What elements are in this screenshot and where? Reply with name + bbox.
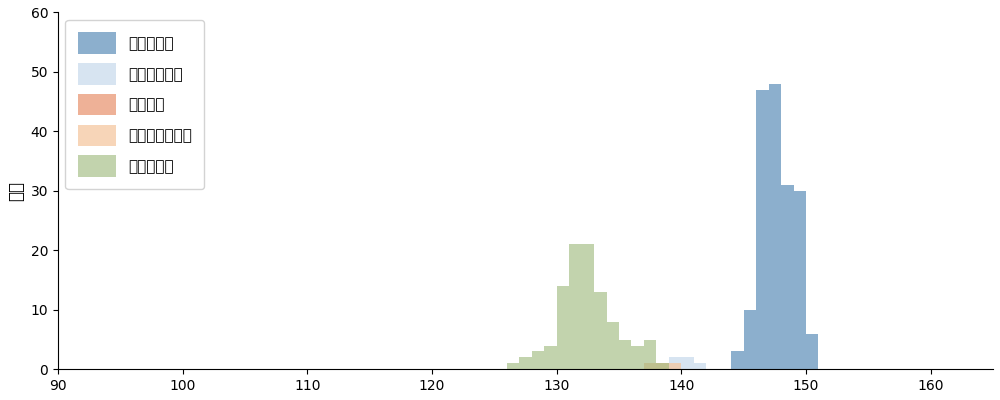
- Bar: [656, 363, 669, 369]
- Bar: [644, 363, 656, 369]
- Bar: [744, 310, 756, 369]
- Bar: [656, 363, 669, 369]
- Bar: [794, 191, 806, 369]
- Bar: [532, 352, 544, 369]
- Bar: [607, 322, 619, 369]
- Bar: [731, 352, 744, 369]
- Bar: [656, 363, 669, 369]
- Bar: [519, 358, 532, 369]
- Bar: [582, 244, 594, 369]
- Bar: [569, 244, 582, 369]
- Bar: [644, 340, 656, 369]
- Legend: ストレート, カットボール, フォーク, チェンジアップ, スライダー: ストレート, カットボール, フォーク, チェンジアップ, スライダー: [65, 20, 204, 189]
- Bar: [644, 363, 656, 369]
- Bar: [781, 185, 794, 369]
- Bar: [681, 358, 694, 369]
- Bar: [756, 90, 769, 369]
- Bar: [806, 334, 818, 369]
- Bar: [656, 363, 669, 369]
- Bar: [669, 358, 681, 369]
- Bar: [694, 363, 706, 369]
- Bar: [544, 346, 557, 369]
- Bar: [669, 363, 681, 369]
- Bar: [594, 292, 607, 369]
- Bar: [769, 84, 781, 369]
- Bar: [631, 346, 644, 369]
- Bar: [507, 363, 519, 369]
- Y-axis label: 球数: 球数: [7, 181, 25, 201]
- Bar: [619, 340, 631, 369]
- Bar: [557, 286, 569, 369]
